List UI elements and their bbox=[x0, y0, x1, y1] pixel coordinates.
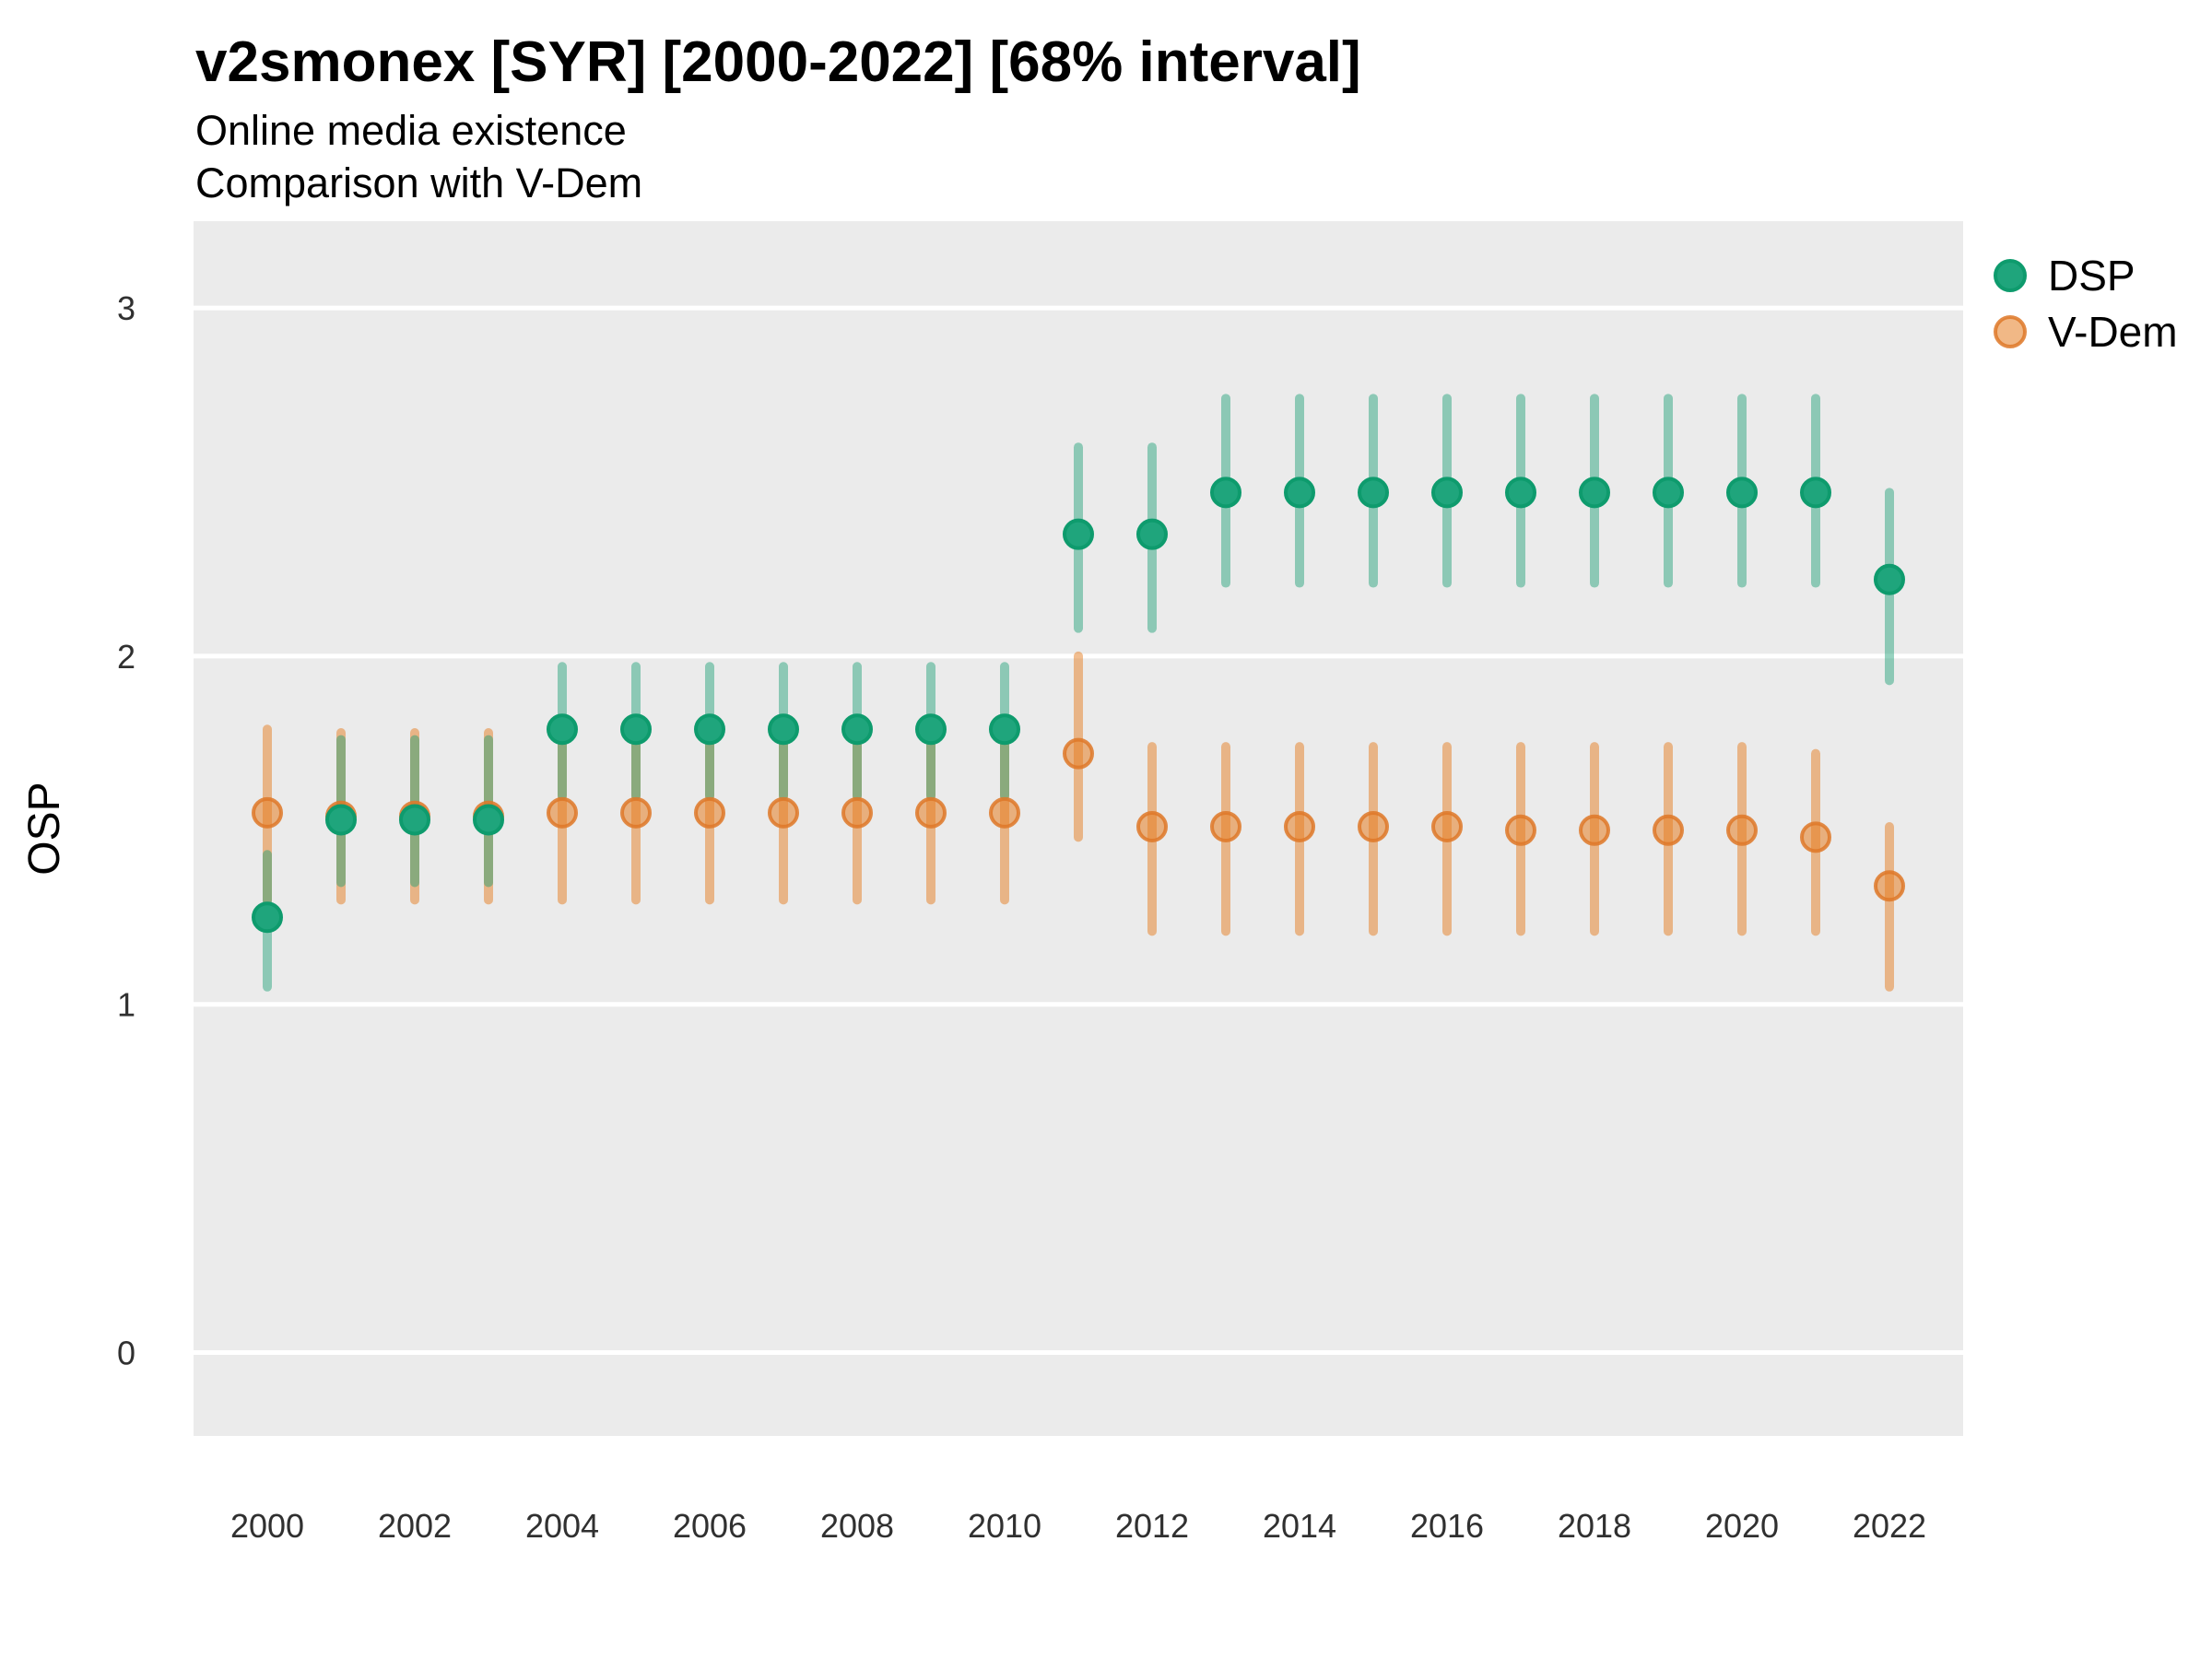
x-tick-label-2018: 2018 bbox=[1558, 1507, 1631, 1545]
dsp-point-2019 bbox=[1653, 477, 1684, 509]
x-tick-label-2002: 2002 bbox=[378, 1507, 452, 1545]
vdem-point-2016 bbox=[1431, 811, 1463, 843]
y-axis-tick-labels: 0 1 2 3 bbox=[117, 289, 135, 1371]
dsp-point-2020 bbox=[1726, 477, 1758, 509]
dsp-point-2010 bbox=[989, 713, 1020, 746]
chart-subtitle: Online media existence bbox=[195, 107, 627, 154]
vdem-point-2012 bbox=[1136, 811, 1168, 843]
legend-item-dsp: DSP bbox=[1994, 252, 2136, 300]
vdem-point-2022 bbox=[1874, 870, 1905, 902]
dsp-point-2016 bbox=[1431, 477, 1463, 509]
vdem-point-2005 bbox=[620, 796, 652, 829]
vdem-swatch-icon bbox=[1994, 315, 2027, 348]
dsp-point-2009 bbox=[915, 713, 947, 746]
dsp-point-2018 bbox=[1579, 477, 1610, 509]
dsp-swatch-icon bbox=[1994, 259, 2027, 292]
dsp-point-2005 bbox=[620, 713, 652, 746]
vdem-point-2011 bbox=[1063, 737, 1094, 770]
legend: DSP V-Dem bbox=[1994, 252, 2178, 356]
vdem-point-2004 bbox=[547, 796, 578, 829]
legend-label-vdem: V-Dem bbox=[2048, 308, 2178, 356]
x-tick-label-2004: 2004 bbox=[525, 1507, 599, 1545]
x-tick-label-2020: 2020 bbox=[1705, 1507, 1779, 1545]
dsp-point-2014 bbox=[1284, 477, 1315, 509]
dsp-point-2007 bbox=[768, 713, 799, 746]
vdem-point-2014 bbox=[1284, 811, 1315, 843]
vdem-point-2000 bbox=[252, 796, 283, 829]
y-tick-label-0: 0 bbox=[117, 1335, 135, 1372]
dsp-point-2003 bbox=[473, 804, 504, 836]
vdem-point-2020 bbox=[1726, 814, 1758, 846]
dsp-point-2006 bbox=[694, 713, 725, 746]
vdem-point-2010 bbox=[989, 796, 1020, 829]
dsp-point-2021 bbox=[1800, 477, 1831, 509]
y-tick-label-3: 3 bbox=[117, 289, 135, 327]
x-tick-label-2022: 2022 bbox=[1853, 1507, 1926, 1545]
dsp-point-2015 bbox=[1358, 477, 1389, 509]
legend-item-vdem: V-Dem bbox=[1994, 308, 2178, 356]
vdem-point-2019 bbox=[1653, 814, 1684, 846]
legend-label-dsp: DSP bbox=[2048, 252, 2136, 300]
x-tick-label-2010: 2010 bbox=[968, 1507, 1041, 1545]
x-axis-tick-labels: 2000 2002 2004 2006 2008 2010 2012 2014 2016 2018… bbox=[230, 1507, 1926, 1545]
dsp-point-2017 bbox=[1505, 477, 1536, 509]
y-tick-label-2: 2 bbox=[117, 638, 135, 676]
dsp-point-2022 bbox=[1874, 563, 1905, 595]
x-tick-label-2012: 2012 bbox=[1115, 1507, 1189, 1545]
x-tick-label-2008: 2008 bbox=[820, 1507, 894, 1545]
dsp-point-2000 bbox=[252, 901, 283, 934]
dsp-point-2012 bbox=[1136, 518, 1168, 550]
vdem-point-2009 bbox=[915, 796, 947, 829]
dsp-point-2001 bbox=[325, 804, 357, 836]
vdem-point-2013 bbox=[1210, 811, 1241, 843]
page-title: v2smonex [SYR] [2000-2022] [68% interval… bbox=[195, 30, 1361, 94]
x-tick-label-2006: 2006 bbox=[673, 1507, 747, 1545]
vdem-point-2006 bbox=[694, 796, 725, 829]
dsp-point-2011 bbox=[1063, 518, 1094, 550]
vdem-point-2018 bbox=[1579, 814, 1610, 846]
vdem-point-2007 bbox=[768, 796, 799, 829]
dsp-point-2004 bbox=[547, 713, 578, 746]
y-tick-label-1: 1 bbox=[117, 986, 135, 1024]
dsp-point-2002 bbox=[399, 804, 430, 836]
dsp-point-2008 bbox=[841, 713, 873, 746]
dsp-point-2013 bbox=[1210, 477, 1241, 509]
x-tick-label-2014: 2014 bbox=[1263, 1507, 1336, 1545]
x-tick-label-2016: 2016 bbox=[1410, 1507, 1484, 1545]
vdem-point-2015 bbox=[1358, 811, 1389, 843]
vdem-point-2021 bbox=[1800, 821, 1831, 853]
dsp-points bbox=[252, 477, 1905, 934]
x-tick-label-2000: 2000 bbox=[230, 1507, 304, 1545]
vdem-point-2008 bbox=[841, 796, 873, 829]
y-axis-title: OSP bbox=[20, 782, 69, 875]
chart-subtitle-line2: Comparison with V-Dem bbox=[195, 159, 642, 206]
vdem-point-2017 bbox=[1505, 814, 1536, 846]
